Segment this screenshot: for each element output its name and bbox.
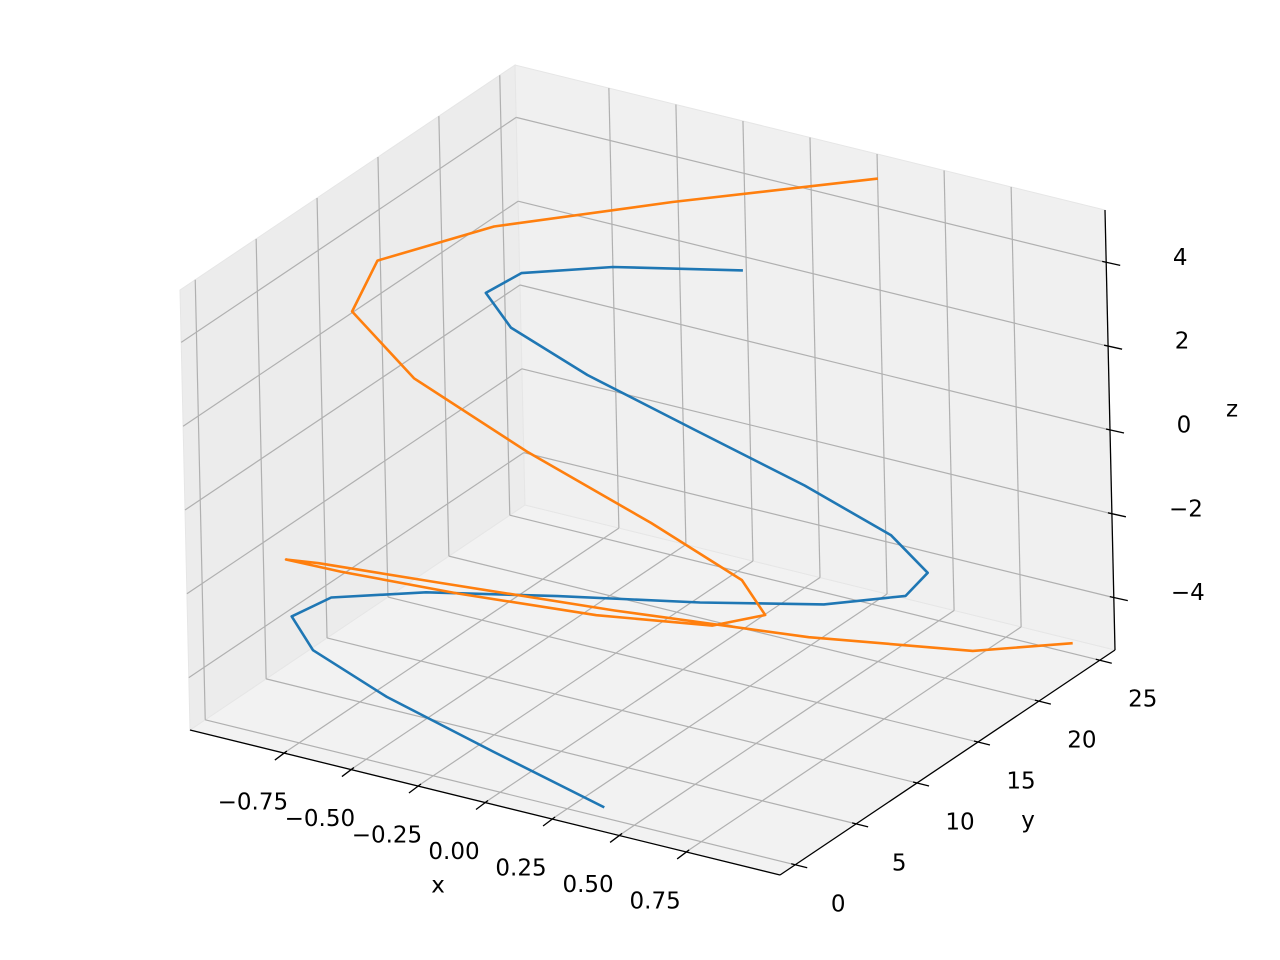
- grid-line: [551, 593, 888, 820]
- grid-line: [523, 452, 1114, 599]
- grid-line: [326, 637, 918, 784]
- z-tick: [1103, 344, 1123, 350]
- grid-line: [516, 116, 1107, 263]
- grid-line: [417, 560, 754, 787]
- grid-line: [182, 200, 519, 427]
- y-tick-label: 15: [1006, 769, 1035, 795]
- y-tick-label: 20: [1067, 728, 1096, 754]
- y-axis-label: y: [1021, 808, 1035, 834]
- grid-line: [186, 368, 523, 595]
- x-tick: [676, 849, 690, 860]
- z-tick-label: 4: [1173, 245, 1188, 271]
- grid-line: [265, 678, 857, 825]
- x-tick: [609, 832, 623, 843]
- y-tick-label: 10: [945, 809, 974, 835]
- grid-line: [205, 719, 796, 866]
- y-tick: [1095, 658, 1112, 664]
- x-tick-label: −0.50: [285, 806, 355, 832]
- y-tick: [912, 781, 930, 787]
- grid-line: [188, 452, 525, 679]
- grid-line: [180, 116, 517, 343]
- grid-line: [387, 596, 979, 743]
- y-tick: [973, 740, 991, 746]
- data-line: [290, 265, 930, 809]
- y-tick: [791, 863, 808, 869]
- x-tick: [274, 750, 288, 761]
- z-tick: [1109, 595, 1128, 602]
- grid-line: [184, 284, 521, 511]
- z-tick-label: 2: [1175, 329, 1190, 355]
- grid-line: [685, 626, 1022, 853]
- y-tick-label: 0: [831, 891, 846, 917]
- grid-line: [519, 284, 1111, 431]
- x-tick-label: −0.75: [218, 790, 288, 816]
- y-tick-label: 5: [892, 850, 907, 876]
- z-tick-label: −4: [1171, 580, 1205, 606]
- x-tick-label: 0.25: [495, 855, 546, 881]
- y-tick: [1034, 699, 1052, 705]
- grid-line: [517, 200, 1109, 347]
- y-axis: [779, 649, 1116, 876]
- y-tick: [851, 822, 869, 828]
- z-tick: [1107, 512, 1127, 518]
- y-tick-label: 25: [1128, 687, 1157, 713]
- z-tick-label: 0: [1177, 413, 1192, 439]
- z-axis: [1104, 209, 1116, 651]
- x-axis-label: x: [431, 873, 445, 899]
- z-tick-label: −2: [1169, 496, 1203, 522]
- grid-line: [350, 544, 687, 771]
- grid-line: [509, 514, 1100, 661]
- x-axis: [189, 729, 781, 876]
- x-tick-label: −0.25: [352, 823, 422, 849]
- data-line: [284, 177, 1073, 653]
- x-tick: [475, 799, 489, 811]
- z-tick: [1102, 260, 1121, 267]
- x-tick: [408, 783, 422, 794]
- x-tick-label: 0.50: [562, 872, 613, 898]
- x-tick-label: 0.75: [630, 888, 681, 914]
- grid-line: [618, 609, 955, 836]
- x-tick-label: 0.00: [428, 839, 479, 865]
- x-tick: [542, 816, 556, 827]
- grid-line: [283, 527, 620, 754]
- z-tick: [1105, 428, 1125, 434]
- x-tick: [341, 767, 355, 778]
- z-axis-label: z: [1226, 397, 1238, 423]
